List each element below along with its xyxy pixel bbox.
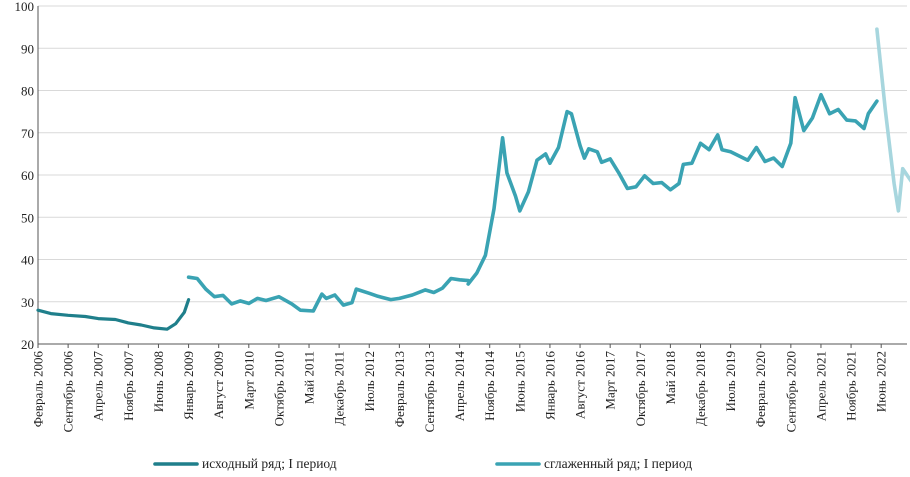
y-tick-label: 20	[21, 337, 34, 352]
x-tick-label: Апрель 2007	[91, 351, 106, 422]
x-tick-label: Сентябрь 2020	[783, 351, 798, 432]
y-tick-label: 50	[21, 210, 34, 225]
x-tick-label: Ноябрь 2014	[482, 351, 497, 421]
y-tick-label: 70	[21, 126, 34, 141]
x-tick-label: Октябрь 2017	[633, 351, 648, 427]
x-tick-label: Июль 2019	[723, 351, 738, 411]
x-tick-label: Март 2017	[603, 351, 618, 410]
axes	[37, 6, 907, 348]
x-tick-label: Июнь 2015	[512, 351, 527, 412]
x-tick-label: Январь 2016	[542, 351, 557, 421]
x-tick-labels: Февраль 2006 Сентябрь 2006 Апрель 2007 Нояб…	[31, 351, 889, 433]
y-tick-label: 40	[21, 253, 34, 268]
x-tick-label: Август 2009	[211, 351, 226, 419]
y-tick-label: 100	[15, 0, 35, 14]
x-tick-label: Февраль 2013	[392, 351, 407, 427]
x-tick-label: Октябрь 2010	[271, 351, 286, 426]
x-tick-label: Декабрь 2011	[332, 351, 347, 426]
y-tick-labels: 20 30 40 50 60 70 80 90 100	[15, 0, 35, 352]
x-tick-label: Август 2016	[573, 351, 588, 420]
series-line-1	[186, 275, 470, 313]
x-tick-label: Январь 2009	[181, 351, 196, 420]
series-lines	[36, 27, 910, 331]
legend-label: сглаженный ряд; I период	[544, 456, 692, 471]
x-tick-label: Май 2011	[302, 351, 317, 404]
x-tick-label: Ноябрь 2021	[844, 351, 859, 421]
x-tick-label: Сентябрь 2006	[61, 351, 76, 433]
x-tick-label: Ноябрь 2007	[121, 351, 136, 421]
y-tick-label: 90	[21, 41, 34, 56]
legend-label: исходный ряд; I период	[202, 456, 337, 471]
gridlines	[38, 5, 907, 303]
x-tick-label: Июнь 2008	[151, 351, 166, 412]
x-tick-label: Февраль 2006	[31, 351, 46, 428]
x-tick-label: Сентябрь 2013	[422, 351, 437, 432]
y-tick-label: 60	[21, 168, 34, 183]
y-tick-label: 80	[21, 84, 34, 99]
y-tick-label: 30	[21, 295, 34, 310]
x-tick-label: Декабрь 2018	[693, 351, 708, 426]
series-line-2	[466, 92, 879, 286]
x-tick-label: Май 2018	[663, 351, 678, 405]
series-line-0	[36, 298, 191, 331]
series-line-3	[875, 27, 910, 213]
legend: исходный ряд; I период сглаженный ряд; I …	[153, 456, 692, 471]
x-tick-label: Апрель 2014	[452, 351, 467, 422]
x-tick-label: Апрель 2021	[813, 351, 828, 421]
x-tick-label: Июль 2012	[362, 351, 377, 411]
x-tick-label: Июнь 2022	[874, 351, 889, 412]
x-tick-label: Март 2010	[241, 351, 256, 410]
x-tick-label: Февраль 2020	[753, 351, 768, 427]
